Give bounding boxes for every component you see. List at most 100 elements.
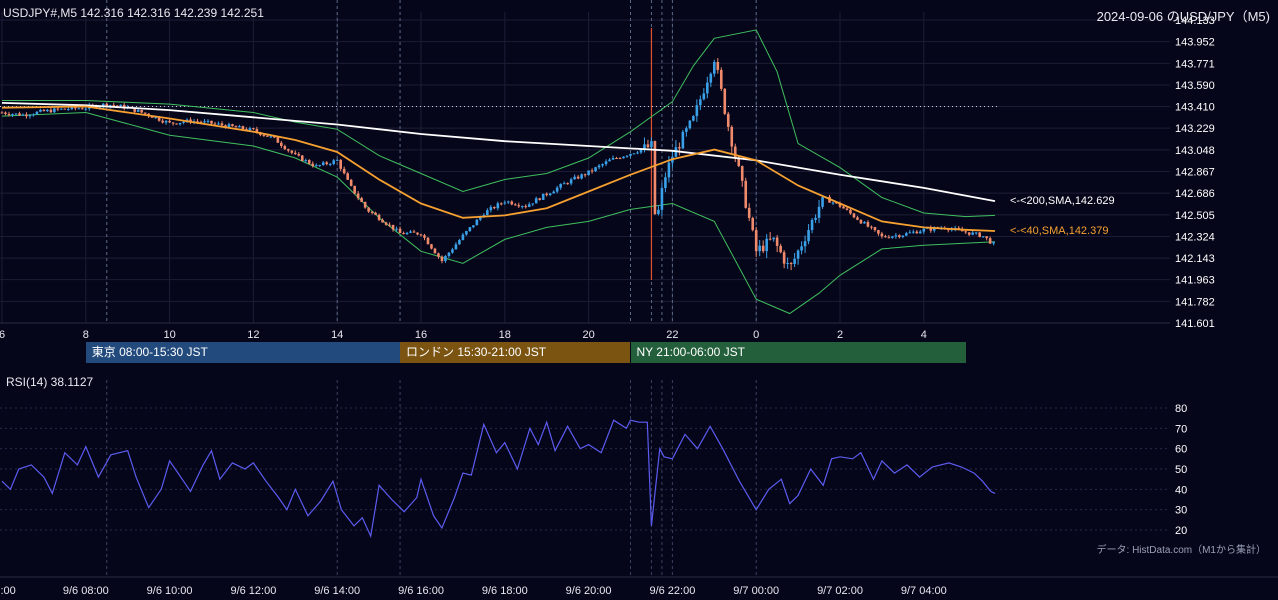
candle-body <box>18 113 21 116</box>
price-tick-label: 142.324 <box>1175 231 1215 243</box>
axis-layer: 144.133 143.952 143.771 143.590 143.410 143.2… <box>0 15 1278 578</box>
sma-annotation: <-<40,SMA,142.379 <box>1010 225 1108 237</box>
candle-body <box>175 123 178 125</box>
candle-body <box>349 179 353 186</box>
session-0: 東京 08:00-15:30 JST <box>85 342 401 363</box>
candle-body <box>604 161 608 165</box>
candle-body <box>77 108 81 110</box>
hour-tick-label: 22 <box>666 329 678 341</box>
hour-tick-label: 0 <box>753 329 759 341</box>
candle-body <box>63 108 67 110</box>
candle-body <box>220 123 224 126</box>
candle-body <box>594 167 597 172</box>
candle-body <box>157 117 161 121</box>
price-tick-label: 141.601 <box>1175 318 1215 330</box>
candle-body <box>290 150 294 153</box>
candle-body <box>21 114 25 116</box>
time-tick-label: 9/6 12:00 <box>230 585 276 597</box>
candle-body <box>730 126 734 147</box>
rsi-tick-label: 30 <box>1175 505 1187 517</box>
candle-body <box>744 180 748 208</box>
candle-body <box>252 128 255 130</box>
candle-body <box>46 109 49 112</box>
candle-body <box>699 99 702 106</box>
candle-body <box>726 113 730 127</box>
candle-body <box>388 224 391 226</box>
bollinger-lower <box>1 111 996 315</box>
candle-body <box>112 104 116 106</box>
price-tick-label: 143.590 <box>1175 80 1215 92</box>
time-tick-label: 06:00 <box>0 585 16 597</box>
candle-body <box>688 120 692 129</box>
time-tick-label: 9/6 14:00 <box>314 585 360 597</box>
sma200-line <box>1 102 996 202</box>
candle-body <box>692 116 695 121</box>
candle-body <box>60 108 63 110</box>
price-tick-label: 143.952 <box>1175 37 1215 49</box>
candle-body <box>28 115 32 117</box>
candle-body <box>346 173 349 180</box>
candle-body <box>419 234 423 236</box>
data-source: データ: HistData.com（M1から集計） <box>1096 545 1266 556</box>
candle-body <box>4 112 7 114</box>
candle-body <box>880 233 884 237</box>
candle-body <box>161 120 164 123</box>
candle-body <box>402 233 405 235</box>
candle-body <box>461 234 465 240</box>
candle-body <box>520 206 524 208</box>
candle-body <box>108 104 112 107</box>
candle-body <box>311 163 315 166</box>
price-tick-label: 142.686 <box>1175 188 1215 200</box>
price-tick-label: 144.133 <box>1175 15 1215 27</box>
candle-body <box>105 103 109 107</box>
candle-body <box>280 142 283 146</box>
candle-body <box>287 149 290 151</box>
candle-body <box>615 157 618 159</box>
candle-body <box>971 232 974 235</box>
price-tick-label: 141.782 <box>1175 296 1215 308</box>
candle-body <box>643 144 646 150</box>
hour-tick-label: 12 <box>247 329 259 341</box>
candle-body <box>426 237 430 245</box>
candle-body <box>465 231 468 235</box>
candle-body <box>713 62 716 74</box>
candle-body <box>133 107 136 112</box>
candle-body <box>49 109 53 113</box>
candle-body <box>863 222 866 224</box>
candle-body <box>168 120 171 123</box>
candle-body <box>625 155 629 157</box>
rsi-tick-label: 40 <box>1175 484 1187 496</box>
candle-body <box>740 166 744 181</box>
candle-body <box>475 219 479 226</box>
price-tick-label: 143.771 <box>1175 58 1215 70</box>
candle-body <box>25 114 28 117</box>
candle-body <box>660 188 664 210</box>
candle-body <box>657 209 660 215</box>
session-1: ロンドン 15:30-21:00 JST <box>400 342 631 363</box>
grid-layer <box>0 12 1170 324</box>
candle-body <box>842 206 845 209</box>
candle-body <box>486 210 489 216</box>
candle-body <box>719 69 723 89</box>
time-tick-label: 9/7 00:00 <box>733 585 779 597</box>
hour-tick-label: 18 <box>499 329 511 341</box>
candle-body <box>562 183 566 185</box>
candle-body <box>992 242 995 244</box>
rsi-tick-label: 20 <box>1175 525 1187 537</box>
candle-body <box>667 162 671 178</box>
time-tick-label: 9/6 10:00 <box>147 585 193 597</box>
candle-body <box>793 258 796 264</box>
candle-body <box>332 160 336 164</box>
candle-body <box>35 111 39 115</box>
candle-body <box>775 237 779 246</box>
rsi-label: RSI(14) 38.1127 <box>6 375 94 389</box>
candle-body <box>318 164 322 166</box>
candle-body <box>810 219 814 231</box>
candle-body <box>646 144 650 148</box>
candle-body <box>779 245 782 253</box>
session-divider-lines <box>106 0 757 577</box>
candle-body <box>905 233 908 236</box>
candle-body <box>737 157 741 167</box>
candle-body <box>363 201 367 208</box>
